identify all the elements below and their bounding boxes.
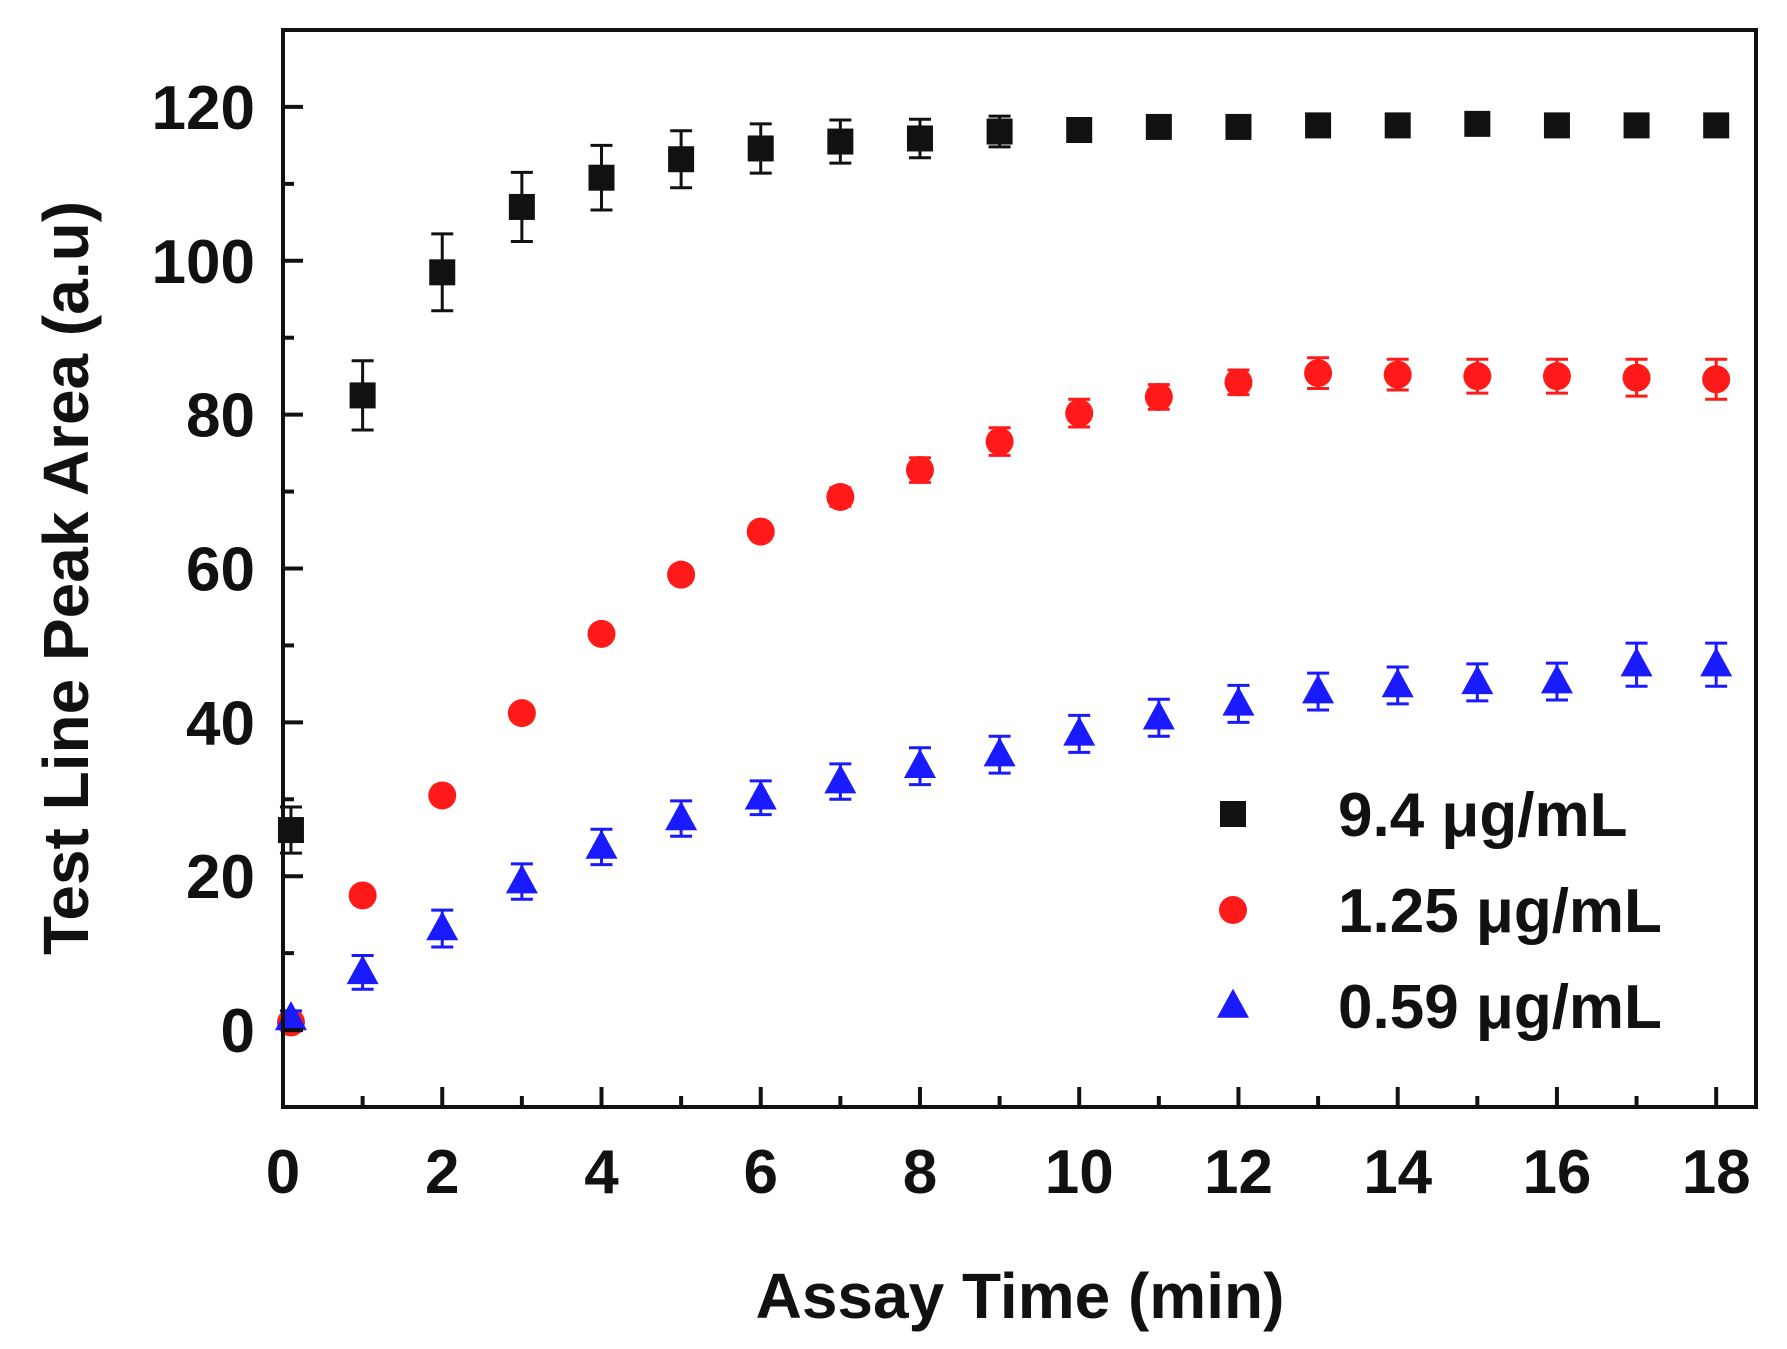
x-tick-label: 2 — [425, 1138, 459, 1207]
x-tick-label: 0 — [266, 1138, 300, 1207]
x-tick-label: 18 — [1682, 1138, 1751, 1207]
legend-marker-square — [1220, 801, 1246, 827]
data-point — [1464, 110, 1491, 137]
data-point — [746, 517, 775, 546]
data-point — [1305, 112, 1332, 139]
data-point — [587, 619, 616, 648]
data-point — [1222, 686, 1255, 716]
y-axis: 0 20 40 60 80 100 120 — [152, 28, 303, 1109]
data-point — [1622, 363, 1651, 392]
y-tick-label: 80 — [186, 382, 255, 451]
x-axis: 0 2 4 6 8 10 12 14 16 18 — [266, 1087, 1751, 1207]
x-tick-label: 6 — [743, 1138, 777, 1207]
data-point — [665, 801, 698, 831]
x-tick-label: 4 — [584, 1138, 619, 1207]
data-point — [1384, 112, 1411, 139]
y-tick-label: 40 — [186, 689, 255, 758]
data-point — [1145, 113, 1172, 140]
legend-label: 9.4 μg/mL — [1338, 781, 1627, 850]
x-axis-title: Assay Time (min) — [756, 1260, 1285, 1332]
data-point — [744, 780, 777, 810]
data-point — [426, 911, 459, 941]
data-point — [903, 748, 936, 778]
data-point — [428, 781, 457, 810]
data-point — [1463, 362, 1492, 391]
data-point — [1066, 117, 1093, 144]
data-point — [983, 737, 1016, 767]
y-axis-title: Test Line Peak Area (a.u) — [30, 201, 102, 955]
x-tick-label: 8 — [903, 1138, 937, 1207]
legend-label: 1.25 μg/mL — [1338, 877, 1662, 946]
x-tick-label: 12 — [1204, 1138, 1273, 1207]
data-point — [588, 164, 615, 191]
data-point — [1381, 668, 1414, 698]
series-square — [277, 110, 1730, 855]
data-point — [1461, 664, 1494, 695]
data-point — [1224, 368, 1253, 397]
legend: 9.4 μg/mL 1.25 μg/mL 0.59 μg/mL — [1217, 781, 1662, 1042]
y-tick-label: 0 — [221, 997, 255, 1066]
data-point — [585, 829, 618, 859]
data-point — [1700, 647, 1733, 677]
data-point — [1543, 112, 1570, 139]
data-point — [667, 560, 696, 589]
data-point — [429, 259, 456, 286]
data-point — [905, 456, 934, 485]
y-tick-label: 100 — [152, 228, 255, 297]
data-point — [1142, 700, 1175, 730]
data-point — [824, 764, 857, 794]
data-point — [827, 128, 854, 155]
data-point — [1302, 674, 1335, 704]
data-point — [346, 955, 379, 985]
data-point — [1065, 399, 1094, 428]
x-tick-label: 14 — [1363, 1138, 1432, 1207]
data-point — [826, 482, 855, 511]
data-point — [1063, 716, 1096, 746]
data-point — [1702, 365, 1731, 394]
x-tick-label: 10 — [1045, 1138, 1114, 1207]
data-point — [508, 193, 535, 220]
x-tick-label: 16 — [1522, 1138, 1591, 1207]
data-point — [349, 382, 376, 409]
y-tick-label: 120 — [152, 74, 255, 143]
legend-marker-circle — [1219, 896, 1247, 924]
data-point — [906, 125, 933, 152]
data-point — [1542, 362, 1571, 391]
data-point — [1383, 360, 1412, 389]
data-point — [1144, 382, 1173, 411]
data-point — [507, 699, 536, 728]
data-point — [1620, 647, 1653, 677]
data-point — [348, 881, 377, 910]
data-point — [1623, 112, 1650, 139]
legend-marker-triangle — [1217, 988, 1249, 1018]
data-point — [747, 135, 774, 162]
data-point — [1703, 112, 1730, 139]
series-triangle — [274, 641, 1733, 1031]
data-point — [1540, 664, 1573, 694]
y-tick-label: 20 — [186, 843, 255, 912]
data-point — [986, 118, 1013, 145]
plot-content — [274, 110, 1733, 1037]
data-point — [668, 146, 695, 173]
y-tick-label: 60 — [186, 536, 255, 605]
data-point — [505, 864, 538, 894]
legend-label: 0.59 μg/mL — [1338, 973, 1662, 1042]
data-point — [985, 427, 1014, 456]
data-point — [1225, 113, 1252, 140]
data-point — [1304, 359, 1333, 388]
